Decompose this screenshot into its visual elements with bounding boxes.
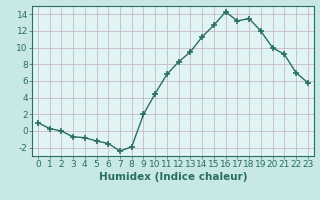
- X-axis label: Humidex (Indice chaleur): Humidex (Indice chaleur): [99, 172, 247, 182]
